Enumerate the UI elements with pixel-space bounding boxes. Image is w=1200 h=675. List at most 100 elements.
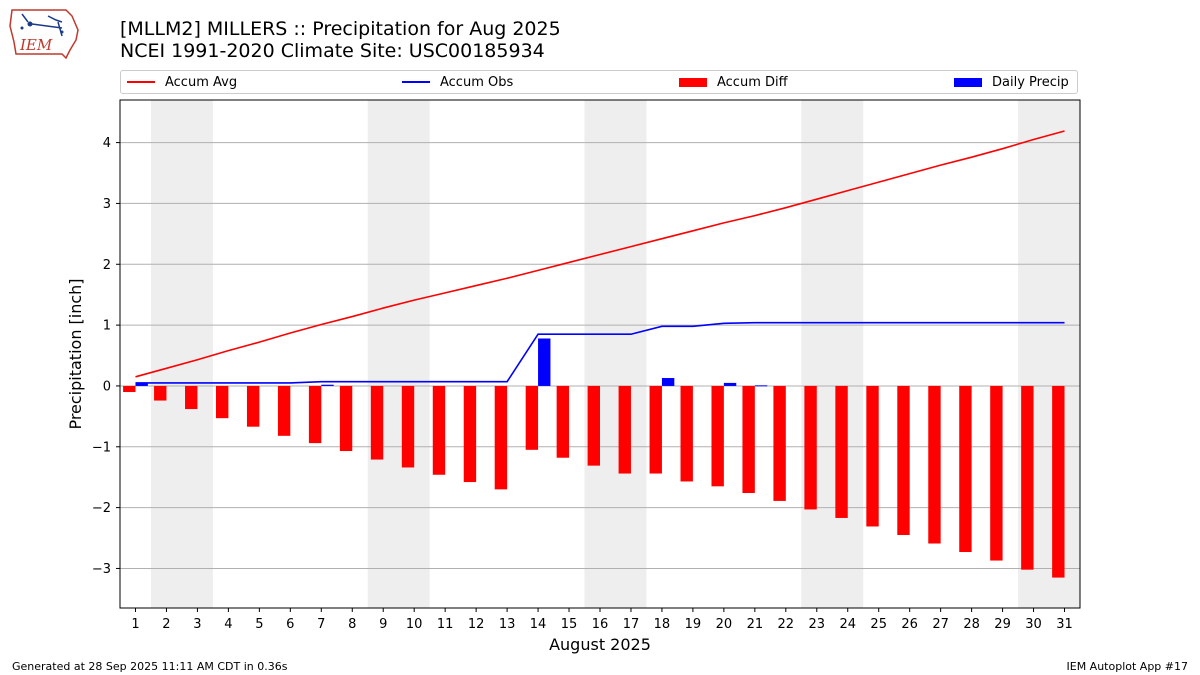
bar-accum-diff [866, 385, 879, 527]
x-tick-label: 28 [963, 617, 980, 632]
bar-accum-diff [370, 385, 384, 460]
x-tick-label: 16 [592, 617, 609, 632]
x-tick-label: 26 [901, 617, 918, 632]
bar-accum-diff [525, 385, 539, 450]
legend-swatch-accum-avg [127, 81, 155, 83]
y-tick-label: −1 [92, 440, 111, 455]
bar-accum-diff [556, 385, 570, 458]
x-tick-label: 5 [255, 617, 263, 632]
logo-text: IEM [19, 36, 53, 54]
bar-accum-diff [618, 385, 631, 474]
footer-app: IEM Autoplot App #17 [1066, 660, 1189, 673]
footer-generated: Generated at 28 Sep 2025 11:11 AM CDT in… [12, 660, 288, 673]
bar-accum-diff [246, 385, 260, 427]
bar-accum-diff [432, 385, 446, 475]
chart-subtitle: NCEI 1991-2020 Climate Site: USC00185934 [120, 40, 545, 62]
line-accum-obs [135, 321, 1065, 384]
x-axis-label: August 2025 [549, 635, 651, 654]
legend-label-accum-obs: Accum Obs [440, 74, 514, 90]
bar-accum-diff [680, 385, 693, 482]
y-tick-label: 4 [103, 136, 111, 151]
x-tick-label: 27 [932, 617, 949, 632]
x-tick-label: 21 [747, 617, 764, 632]
bar-accum-diff [711, 385, 724, 487]
chart-title: [MLLM2] MILLERS :: Precipitation for Aug… [120, 18, 561, 40]
bar-accum-diff [339, 385, 353, 452]
x-tick-label: 29 [994, 617, 1011, 632]
x-tick-label: 12 [468, 617, 485, 632]
x-tick-label: 13 [499, 617, 516, 632]
x-tick-label: 9 [379, 617, 387, 632]
bar-daily-precip [661, 378, 675, 386]
legend-swatch-accum-diff [679, 77, 707, 87]
bar-accum-diff [216, 385, 229, 419]
legend-swatch-daily-precip [954, 77, 982, 87]
bar-accum-diff [742, 385, 755, 494]
bar-daily-precip [754, 385, 768, 387]
legend-item-daily-precip: Daily Precip [954, 71, 1069, 93]
x-tick-label: 25 [870, 617, 887, 632]
x-tick-label: 14 [530, 617, 547, 632]
y-tick-label: −2 [92, 501, 111, 516]
bar-accum-diff [277, 385, 291, 436]
legend-label-accum-diff: Accum Diff [717, 74, 788, 90]
bar-accum-diff [773, 385, 786, 501]
x-tick-label: 15 [561, 617, 578, 632]
bar-accum-diff [401, 385, 415, 468]
bar-accum-diff [649, 385, 662, 474]
bar-accum-diff [185, 385, 198, 410]
bar-accum-diff [959, 385, 972, 553]
y-tick-label: 1 [103, 319, 111, 334]
y-axis-label: Precipitation [inch] [66, 278, 85, 429]
x-tick-label: 1 [131, 617, 139, 632]
x-tick-label: 22 [778, 617, 795, 632]
x-tick-label: 30 [1025, 617, 1042, 632]
legend-label-accum-avg: Accum Avg [165, 74, 238, 90]
bar-accum-diff [990, 385, 1003, 561]
legend-label-daily-precip: Daily Precip [992, 74, 1069, 90]
bar-accum-diff [835, 385, 848, 518]
x-tick-label: 3 [193, 617, 201, 632]
legend-item-accum-obs: Accum Obs [402, 71, 513, 93]
x-tick-label: 7 [317, 617, 325, 632]
x-tick-label: 4 [224, 617, 232, 632]
weekend-band [150, 100, 213, 608]
iem-logo: IEM [9, 9, 79, 60]
x-tick-label: 20 [716, 617, 733, 632]
bar-accum-diff [494, 385, 508, 490]
bar-accum-diff [1021, 385, 1034, 570]
bar-daily-precip [321, 384, 334, 386]
x-tick-label: 23 [809, 617, 826, 632]
y-tick-label: −3 [92, 562, 111, 577]
bar-accum-diff [587, 385, 600, 466]
bar-accum-diff [897, 385, 910, 535]
bar-daily-precip [135, 382, 148, 386]
weekend-band [367, 100, 430, 608]
bar-accum-diff [1052, 385, 1065, 578]
x-tick-label: 19 [685, 617, 702, 632]
bar-accum-diff [154, 385, 167, 401]
weekend-band [801, 100, 864, 608]
x-tick-label: 10 [406, 617, 423, 632]
bar-accum-diff [308, 385, 322, 444]
legend-item-accum-diff: Accum Diff [679, 71, 788, 93]
bar-accum-diff [123, 385, 136, 393]
x-tick-label: 17 [623, 617, 640, 632]
bar-daily-precip [538, 338, 551, 386]
y-tick-label: 2 [103, 258, 111, 273]
line-accum-avg [135, 130, 1065, 378]
x-tick-label: 31 [1056, 617, 1073, 632]
weekend-band [584, 100, 647, 608]
legend-swatch-accum-obs [402, 81, 430, 83]
y-tick-label: 3 [103, 197, 111, 212]
x-tick-label: 2 [162, 617, 170, 632]
x-tick-label: 8 [348, 617, 356, 632]
x-tick-label: 18 [654, 617, 671, 632]
bar-accum-diff [928, 385, 941, 544]
x-tick-label: 11 [437, 617, 454, 632]
y-tick-label: 0 [103, 379, 111, 394]
bar-accum-diff [804, 385, 817, 510]
legend: Accum Avg Accum Obs Accum Diff Daily Pre… [120, 70, 1078, 94]
x-tick-label: 6 [286, 617, 294, 632]
